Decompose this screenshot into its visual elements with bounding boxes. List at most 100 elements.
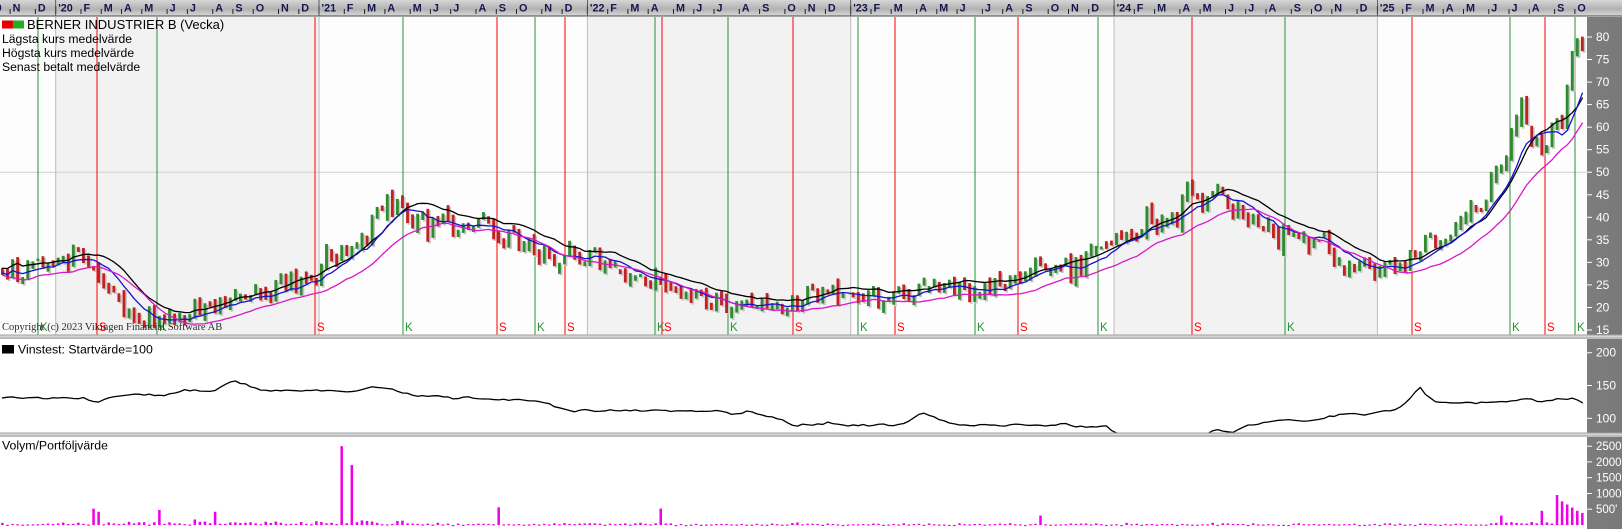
svg-text:Högsta kurs medelvärde: Högsta kurs medelvärde [2, 46, 134, 60]
svg-text:Vinstest: Startvärde=100: Vinstest: Startvärde=100 [18, 343, 153, 357]
svg-text:Lägsta kurs medelvärde: Lägsta kurs medelvärde [2, 32, 132, 46]
svg-text:J: J [1228, 3, 1234, 15]
svg-text:200: 200 [1596, 346, 1616, 360]
svg-text:D: D [38, 3, 46, 15]
svg-text:S: S [1547, 322, 1555, 334]
svg-text:150: 150 [1596, 379, 1616, 393]
svg-text:60: 60 [1596, 120, 1610, 134]
svg-text:A: A [1005, 3, 1013, 15]
svg-text:30: 30 [1596, 255, 1610, 269]
svg-text:K: K [730, 322, 738, 334]
svg-text:M: M [1203, 3, 1212, 15]
svg-text:M: M [676, 3, 685, 15]
svg-text:A: A [651, 3, 659, 15]
svg-text:S: S [567, 322, 575, 334]
svg-text:S: S [1557, 3, 1564, 15]
svg-text:D: D [565, 3, 573, 15]
svg-text:S: S [317, 322, 325, 334]
svg-text:M: M [1466, 3, 1475, 15]
svg-text:A: A [1182, 3, 1190, 15]
svg-text:M: M [1426, 3, 1435, 15]
svg-text:J: J [453, 3, 459, 15]
svg-text:1000': 1000' [1596, 489, 1622, 501]
svg-text:J: J [960, 3, 966, 15]
svg-text:A: A [124, 3, 132, 15]
svg-text:J: J [717, 3, 723, 15]
svg-text:O: O [1314, 3, 1322, 15]
svg-text:A: A [1532, 3, 1540, 15]
svg-text:'24: '24 [1117, 3, 1132, 15]
svg-text:55: 55 [1596, 143, 1610, 157]
svg-text:A: A [479, 3, 487, 15]
svg-text:D: D [828, 3, 836, 15]
svg-text:S: S [499, 322, 507, 334]
svg-text:35: 35 [1596, 233, 1610, 247]
svg-text:2000': 2000' [1596, 457, 1622, 469]
svg-text:D: D [301, 3, 309, 15]
svg-text:75: 75 [1596, 53, 1610, 67]
svg-text:'21: '21 [322, 3, 337, 15]
svg-text:M: M [894, 3, 903, 15]
svg-text:K: K [1100, 322, 1108, 334]
svg-text:70: 70 [1596, 75, 1610, 89]
svg-text:J: J [1248, 3, 1254, 15]
svg-text:F: F [610, 3, 617, 15]
svg-text:80: 80 [1596, 30, 1610, 44]
svg-text:S: S [762, 3, 769, 15]
svg-text:J: J [985, 3, 991, 15]
svg-text:A: A [387, 3, 395, 15]
svg-text:J: J [170, 3, 176, 15]
svg-text:S: S [1194, 322, 1202, 334]
svg-text:N: N [808, 3, 816, 15]
svg-text:Senast betalt medelvärde: Senast betalt medelvärde [2, 60, 140, 74]
svg-text:O: O [256, 3, 264, 15]
svg-text:S: S [235, 3, 242, 15]
svg-text:F: F [1137, 3, 1144, 15]
svg-text:K: K [1287, 322, 1295, 334]
svg-text:'25: '25 [1380, 3, 1395, 15]
svg-text:BERNER INDUSTRIER B (Vecka): BERNER INDUSTRIER B (Vecka) [27, 17, 224, 32]
svg-text:20: 20 [1596, 301, 1610, 315]
svg-text:500': 500' [1596, 504, 1617, 516]
svg-text:Copyright (c) 2023 Vikingen Fi: Copyright (c) 2023 Vikingen Financial So… [2, 322, 222, 333]
svg-text:N: N [1071, 3, 1079, 15]
svg-text:N: N [1334, 3, 1342, 15]
svg-text:S: S [795, 322, 803, 334]
svg-text:S: S [897, 322, 905, 334]
svg-text:F: F [347, 3, 354, 15]
svg-text:N: N [13, 3, 21, 15]
svg-text:D: D [1091, 3, 1099, 15]
svg-text:S: S [1020, 322, 1028, 334]
svg-text:O: O [519, 3, 527, 15]
svg-text:M: M [367, 3, 376, 15]
svg-text:S: S [1414, 322, 1422, 334]
svg-text:J: J [433, 3, 439, 15]
svg-text:O: O [787, 3, 795, 15]
svg-text:K: K [977, 322, 985, 334]
svg-text:N: N [281, 3, 289, 15]
svg-text:M: M [939, 3, 948, 15]
svg-text:A: A [1269, 3, 1277, 15]
svg-text:N: N [544, 3, 552, 15]
svg-text:S: S [1294, 3, 1301, 15]
svg-text:F: F [874, 3, 881, 15]
svg-text:'20: '20 [58, 3, 73, 15]
svg-text:M: M [1157, 3, 1166, 15]
svg-text:S: S [499, 3, 506, 15]
svg-text:'23: '23 [853, 3, 868, 15]
svg-text:A: A [742, 3, 750, 15]
svg-text:J: J [1512, 3, 1518, 15]
svg-text:F: F [84, 3, 91, 15]
svg-text:25: 25 [1596, 278, 1610, 292]
svg-text:Volym/Portföljvärde: Volym/Portföljvärde [2, 439, 108, 453]
svg-text:1500': 1500' [1596, 473, 1622, 485]
svg-text:50: 50 [1596, 165, 1610, 179]
svg-text:45: 45 [1596, 188, 1610, 202]
svg-text:J: J [696, 3, 702, 15]
svg-text:S: S [1025, 3, 1032, 15]
svg-text:A: A [215, 3, 223, 15]
svg-text:K: K [1512, 322, 1520, 334]
svg-text:K: K [537, 322, 545, 334]
svg-text:2500': 2500' [1596, 441, 1622, 453]
svg-text:M: M [144, 3, 153, 15]
